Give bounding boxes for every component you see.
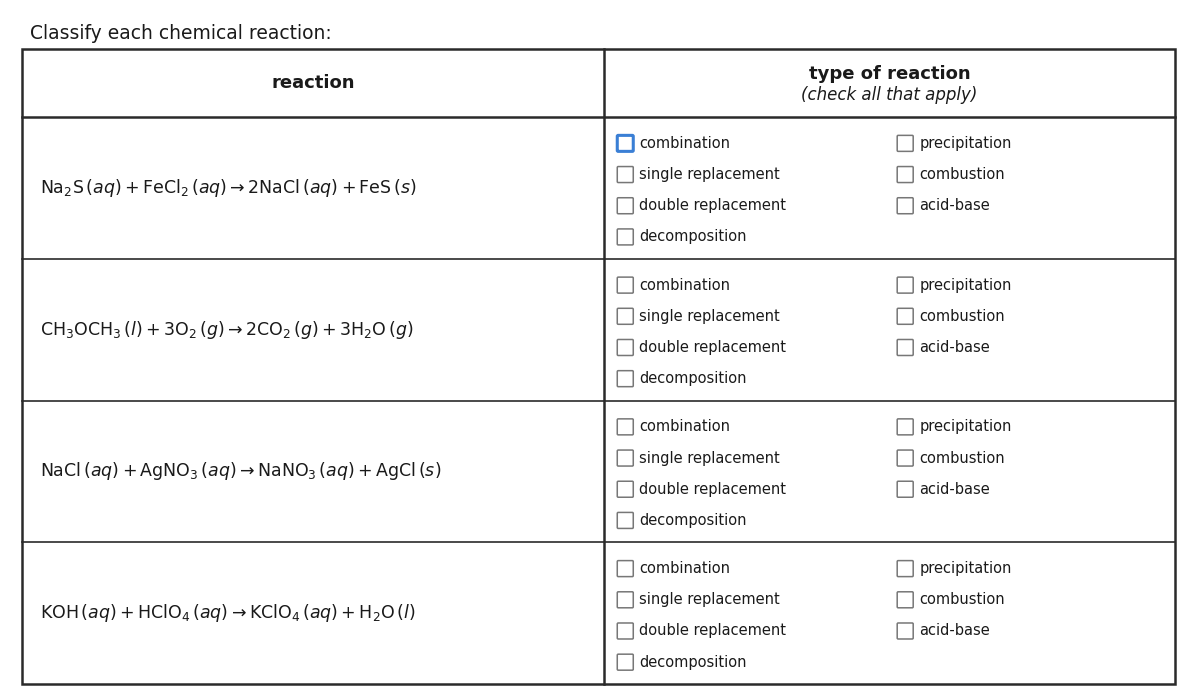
Text: single replacement: single replacement [640,451,780,466]
FancyBboxPatch shape [617,370,634,387]
FancyBboxPatch shape [617,623,634,639]
FancyBboxPatch shape [898,450,913,466]
Text: combustion: combustion [919,309,1004,324]
FancyBboxPatch shape [617,419,634,435]
FancyBboxPatch shape [898,277,913,293]
Text: precipitation: precipitation [919,561,1012,576]
Text: decomposition: decomposition [640,655,746,670]
FancyBboxPatch shape [898,592,913,608]
Text: combustion: combustion [919,451,1004,466]
Text: single replacement: single replacement [640,309,780,324]
FancyBboxPatch shape [898,561,913,577]
Text: $\mathrm{CH_3OCH_3}\,(l) + 3\mathrm{O_2}\,(g) \rightarrow 2\mathrm{CO_2}\,(g) + : $\mathrm{CH_3OCH_3}\,(l) + 3\mathrm{O_2}… [40,319,414,340]
FancyBboxPatch shape [617,198,634,214]
Text: $\mathrm{KOH}\,(aq) + \mathrm{HClO_4}\,(aq) \rightarrow \mathrm{KClO_4}\,(aq) + : $\mathrm{KOH}\,(aq) + \mathrm{HClO_4}\,(… [40,602,415,624]
FancyBboxPatch shape [898,136,913,152]
Text: single replacement: single replacement [640,592,780,607]
FancyBboxPatch shape [617,340,634,356]
Text: precipitation: precipitation [919,136,1012,151]
FancyBboxPatch shape [617,166,634,182]
Text: double replacement: double replacement [640,624,786,638]
FancyBboxPatch shape [617,450,634,466]
Text: double replacement: double replacement [640,340,786,355]
Text: reaction: reaction [271,74,355,92]
Text: combustion: combustion [919,592,1004,607]
FancyBboxPatch shape [898,198,913,214]
Text: combination: combination [640,419,731,434]
Text: combination: combination [640,136,731,151]
FancyBboxPatch shape [617,512,634,528]
Text: decomposition: decomposition [640,229,746,245]
Text: combination: combination [640,561,731,576]
FancyBboxPatch shape [617,308,634,324]
Text: double replacement: double replacement [640,199,786,213]
FancyBboxPatch shape [898,166,913,182]
FancyBboxPatch shape [617,229,634,245]
Text: precipitation: precipitation [919,278,1012,293]
Text: acid-base: acid-base [919,340,990,355]
FancyBboxPatch shape [617,277,634,293]
Text: Classify each chemical reaction:: Classify each chemical reaction: [30,24,331,43]
Text: single replacement: single replacement [640,167,780,182]
Text: decomposition: decomposition [640,513,746,528]
FancyBboxPatch shape [898,481,913,497]
Text: $\mathrm{Na_2S}\,(aq) + \mathrm{FeCl_2}\,(aq) \rightarrow 2\mathrm{NaCl}\,(aq) +: $\mathrm{Na_2S}\,(aq) + \mathrm{FeCl_2}\… [40,177,416,199]
FancyBboxPatch shape [898,308,913,324]
FancyBboxPatch shape [617,592,634,608]
Text: decomposition: decomposition [640,371,746,386]
FancyBboxPatch shape [617,136,634,152]
Text: double replacement: double replacement [640,482,786,497]
FancyBboxPatch shape [898,340,913,356]
FancyBboxPatch shape [617,561,634,577]
Text: type of reaction: type of reaction [809,65,971,83]
Text: acid-base: acid-base [919,199,990,213]
FancyBboxPatch shape [617,481,634,497]
Text: $\mathrm{NaCl}\,(aq) + \mathrm{AgNO_3}\,(aq) \rightarrow \mathrm{NaNO_3}\,(aq) +: $\mathrm{NaCl}\,(aq) + \mathrm{AgNO_3}\,… [40,461,442,482]
Text: (check all that apply): (check all that apply) [802,86,978,104]
Text: combustion: combustion [919,167,1004,182]
FancyBboxPatch shape [898,623,913,639]
FancyBboxPatch shape [898,419,913,435]
Text: acid-base: acid-base [919,482,990,497]
FancyBboxPatch shape [617,654,634,670]
Text: acid-base: acid-base [919,624,990,638]
Text: combination: combination [640,278,731,293]
Text: precipitation: precipitation [919,419,1012,434]
